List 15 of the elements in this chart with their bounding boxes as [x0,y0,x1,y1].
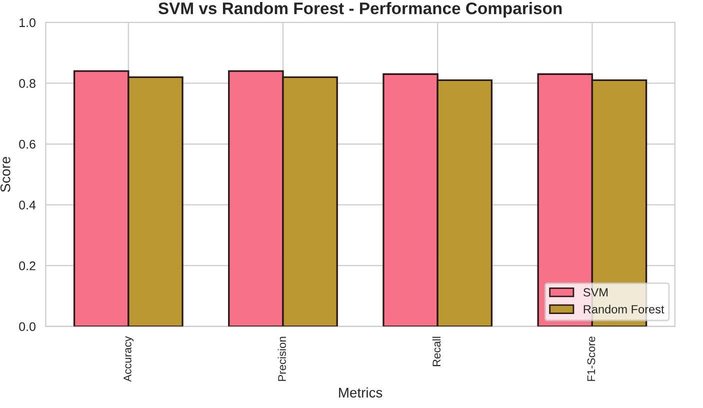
y-tick-label: 1.0 [20,18,36,28]
legend-label: Random Forest [584,304,664,314]
chart-title: SVM vs Random Forest - Performance Comparison [158,2,562,18]
x-tick-label: Recall [432,336,441,366]
x-tick-label: Accuracy [124,336,134,382]
legend-label: SVM [583,288,608,297]
y-axis-title: Score [0,156,10,192]
y-tick-label: 0.0 [19,322,36,332]
y-tick-label: 0.8 [19,79,36,88]
x-axis-title: Metrics [339,387,382,398]
y-tick-label: 0.4 [19,200,36,210]
y-tick-label: 0.6 [19,140,36,149]
x-tick-label: F1-Score [587,336,596,381]
y-tick-label: 0.2 [19,261,36,270]
x-tick-label: Precision [278,336,286,381]
